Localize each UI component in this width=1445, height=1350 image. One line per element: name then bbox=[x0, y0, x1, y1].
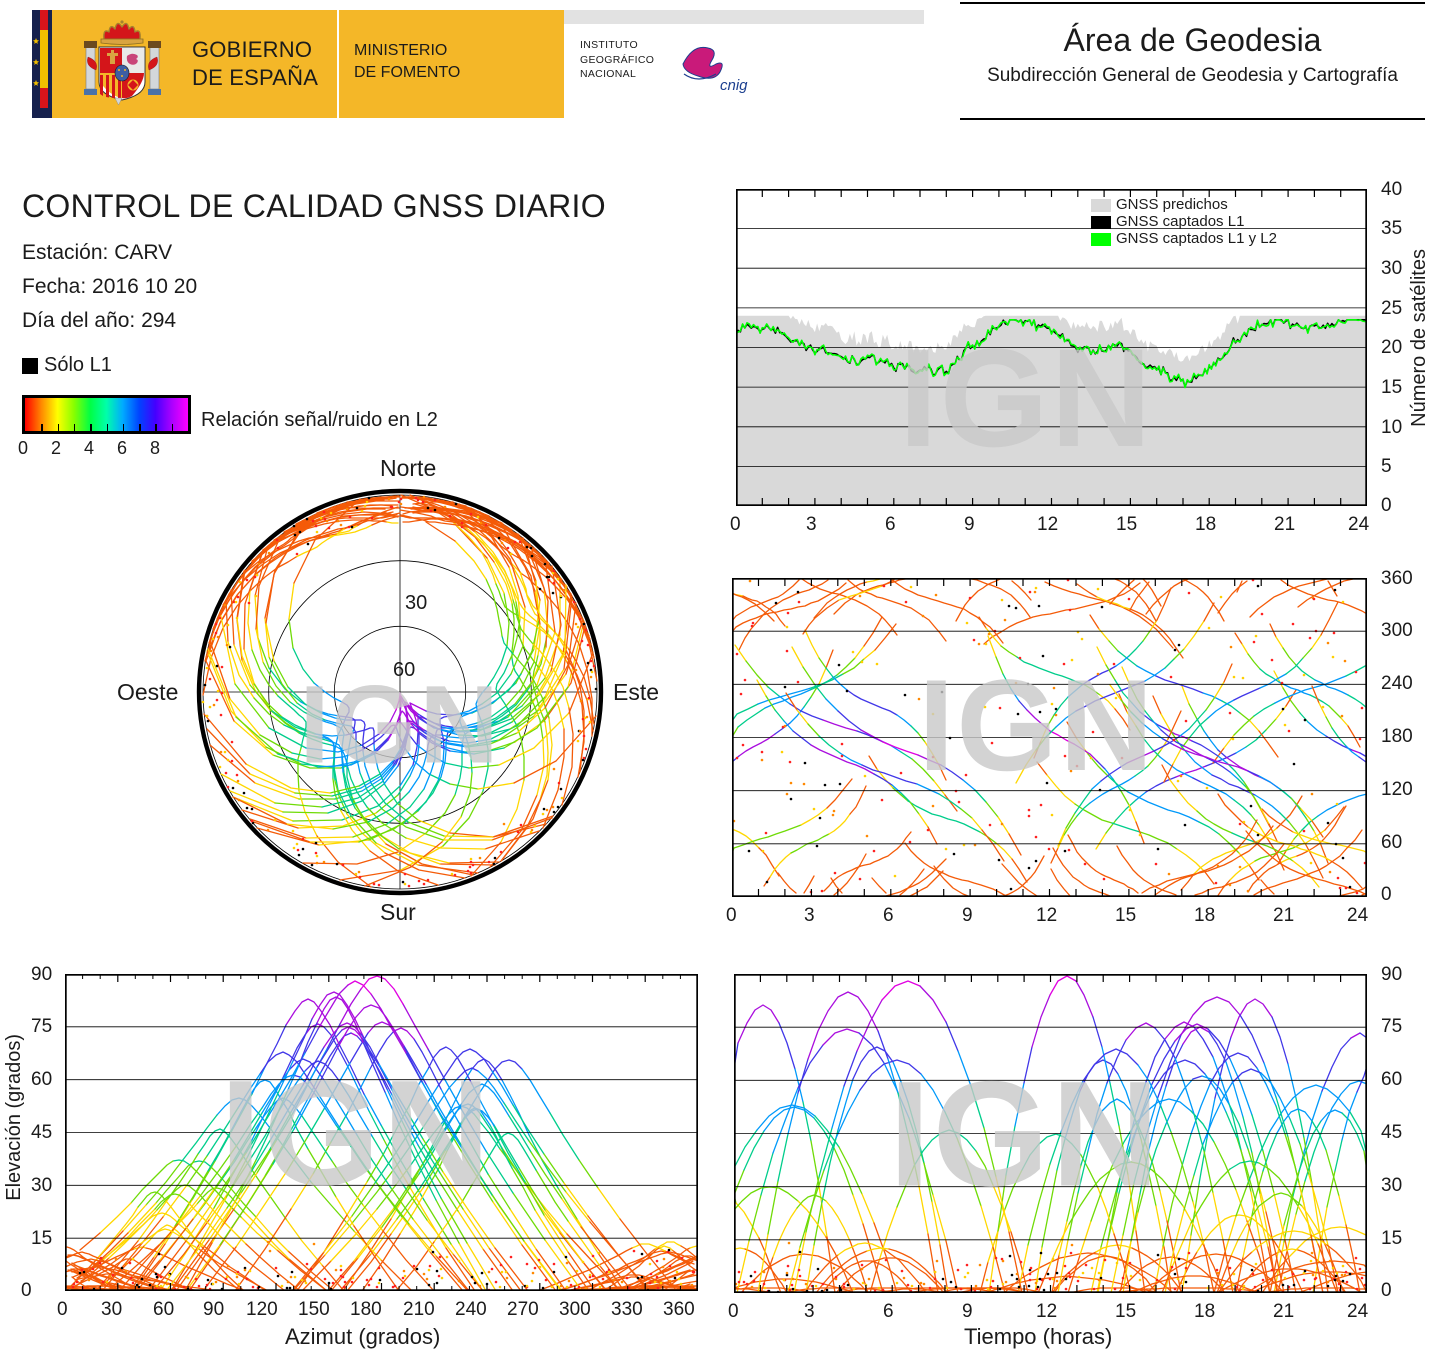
svg-text:cnig: cnig bbox=[720, 77, 748, 94]
